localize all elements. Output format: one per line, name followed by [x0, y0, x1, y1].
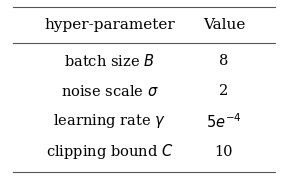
Text: $5e^{-4}$: $5e^{-4}$	[206, 112, 242, 131]
Text: 8: 8	[219, 54, 229, 68]
Text: batch size $\mathit{B}$: batch size $\mathit{B}$	[65, 53, 155, 69]
Text: noise scale $\mathit{\sigma}$: noise scale $\mathit{\sigma}$	[61, 84, 159, 98]
Text: hyper-parameter: hyper-parameter	[44, 18, 175, 32]
Text: Value: Value	[203, 18, 245, 32]
Text: learning rate $\mathit{\gamma}$: learning rate $\mathit{\gamma}$	[53, 112, 166, 130]
Text: clipping bound $\mathit{C}$: clipping bound $\mathit{C}$	[46, 143, 174, 161]
Text: 10: 10	[215, 145, 233, 159]
Text: 2: 2	[219, 84, 228, 98]
